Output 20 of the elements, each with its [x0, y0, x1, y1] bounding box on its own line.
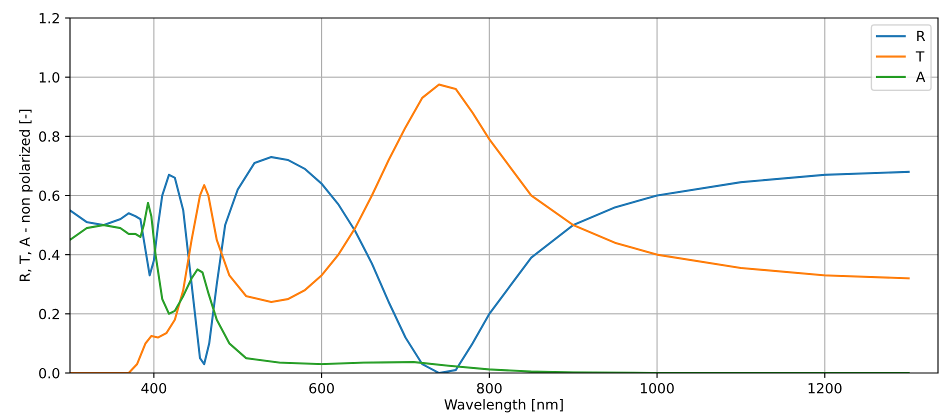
line-series [70, 202, 910, 373]
y-tick-label: 0.0 [39, 368, 60, 378]
y-tick-label: 1.2 [40, 12, 59, 24]
y-tick-label: 0.2 [39, 308, 59, 320]
x-tick-label: 1000 [640, 382, 674, 394]
x-tick-label: 800 [477, 382, 502, 394]
x-tick-label: 1200 [808, 382, 842, 394]
y-tick-label: 0.8 [39, 131, 60, 142]
x-tick-label: 400 [141, 382, 166, 394]
x-tick-label: 600 [309, 382, 334, 394]
y-axis-title: R, T, A - non polarized [-] [19, 110, 33, 282]
x-axis-title: Wavelength [nm] [444, 398, 563, 412]
legend-label: A [916, 72, 926, 82]
line-series [70, 156, 910, 373]
legend-label: T [916, 51, 924, 62]
line-series [70, 84, 910, 373]
y-tick-label: 1.0 [40, 72, 60, 83]
y-tick-label: 0.4 [39, 250, 60, 260]
legend-label: R [917, 30, 926, 42]
y-tick-label: 0.6 [39, 190, 60, 201]
